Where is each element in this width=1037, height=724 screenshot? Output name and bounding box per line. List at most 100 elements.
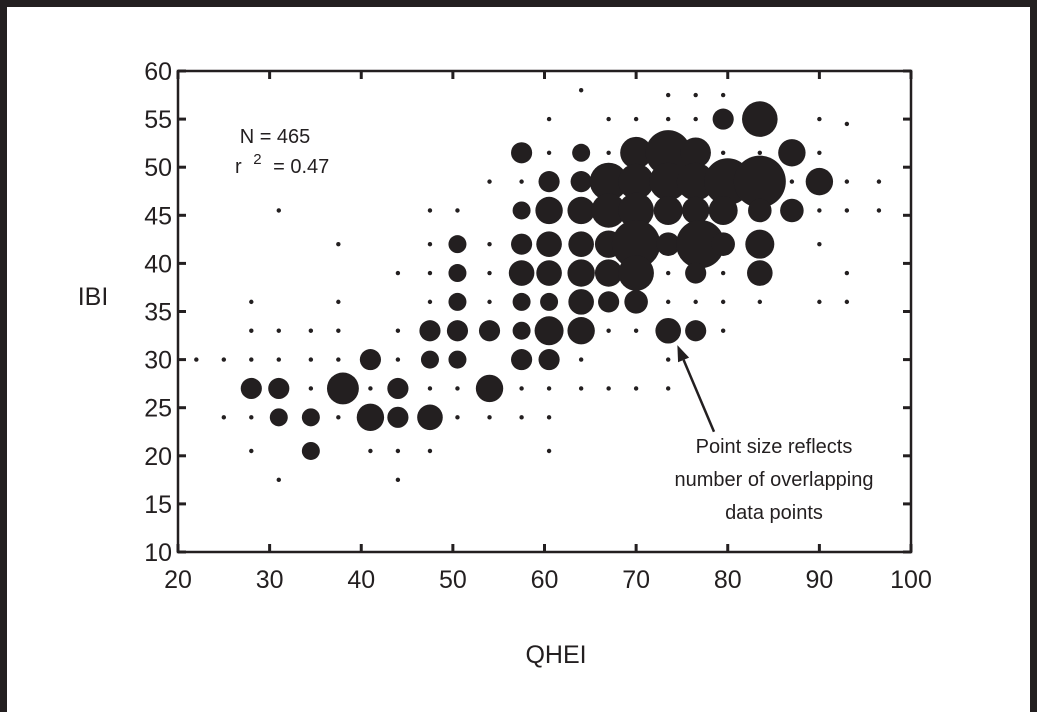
data-point [487,415,492,420]
data-point [606,150,611,155]
data-point [519,179,524,184]
data-point [487,241,492,247]
data-point [427,270,433,276]
data-point [685,262,707,284]
data-point [676,162,715,201]
annotation-arrow-line [682,359,716,433]
data-point [789,179,795,184]
data-point [633,386,639,391]
data-point [655,317,681,344]
data-point [487,299,492,305]
data-point [308,386,314,391]
data-point [844,270,850,276]
y-tick-label: 20 [144,443,172,471]
data-point [308,357,314,362]
data-point [578,88,584,93]
data-point [276,477,281,483]
data-point [665,299,671,305]
annotation-arrow-head [677,345,690,363]
data-point [665,386,671,391]
data-point [546,116,552,122]
sample-size-label: N = 465 [240,126,311,148]
data-point [665,357,671,362]
data-point [336,357,341,362]
annotation-line-3: data points [725,502,823,524]
x-tick-label: 40 [347,566,375,594]
data-point [301,441,320,460]
data-point [448,264,467,283]
data-point [478,320,501,342]
annotation: Point size reflects number of overlappin… [674,345,874,524]
data-point [519,386,524,391]
data-point [221,415,227,420]
data-point [685,320,707,342]
y-tick-label: 35 [144,299,172,327]
data-point [475,374,504,403]
data-point [708,195,738,225]
data-point [817,299,822,305]
data-point [301,408,320,427]
data-point [511,349,533,371]
data-point [693,92,698,98]
r-squared-prefix: r [235,156,242,178]
data-point [594,259,623,287]
data-point [568,231,594,257]
y-tick-label: 30 [144,347,172,375]
data-point [455,208,460,213]
data-point [693,299,698,305]
annotation-line-2: number of overlapping [674,469,873,491]
data-point [194,357,199,362]
data-point [221,357,227,362]
data-point [876,208,882,213]
data-point [508,260,535,286]
data-point [534,316,564,346]
data-point [844,208,850,213]
data-point [546,150,552,155]
data-point [620,136,653,169]
data-point [681,196,710,225]
x-tick-label: 70 [622,566,650,594]
data-point [419,320,441,342]
data-point [653,195,683,225]
data-point [720,92,726,98]
data-point [680,137,711,169]
data-point [512,321,531,340]
x-tick-label: 100 [890,566,932,594]
y-tick-label: 50 [144,154,172,182]
data-point [780,198,804,223]
data-point [387,377,409,400]
data-point [633,116,639,122]
data-point [427,299,433,305]
y-tick-label: 10 [144,539,172,567]
data-point [536,231,562,257]
data-point [448,235,467,254]
y-tick-label: 25 [144,395,172,423]
data-point [546,386,552,391]
axis-layer: 20 30 40 50 60 70 80 90 100 10 15 20 25 30 35 40 45 50 55 6… [144,58,932,594]
data-point [817,241,822,247]
data-point [538,349,560,371]
data-point [570,171,592,193]
data-point [720,299,726,305]
data-point [487,270,492,276]
r-squared-value: = 0.47 [273,156,329,178]
data-point [535,196,563,225]
data-point [368,386,373,391]
data-point [720,150,726,155]
x-tick-label: 80 [714,566,742,594]
data-point [395,357,401,362]
data-point [844,299,850,305]
data-point [336,241,341,247]
data-point [589,162,628,201]
data-point [844,179,850,184]
data-point [546,415,552,420]
data-point [778,139,806,167]
data-point [395,270,401,276]
data-point [395,448,401,454]
data-point [676,219,725,269]
data-point [757,299,763,305]
data-point [240,377,262,400]
data-point [249,415,254,420]
data-point [645,130,691,176]
